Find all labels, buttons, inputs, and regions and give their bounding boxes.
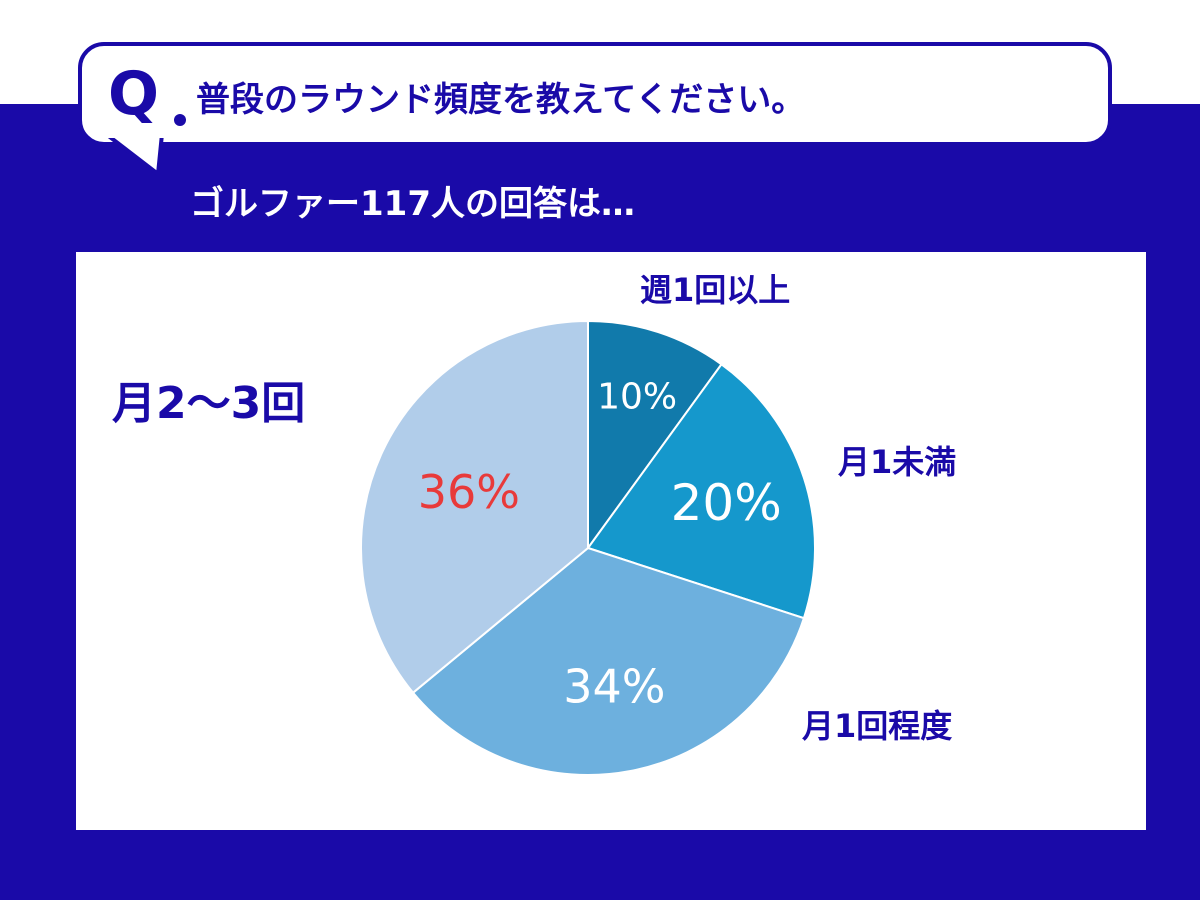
subtitle: ゴルファー117人の回答は… [190,184,635,224]
slice-category-label-4: 月2〜3回 [112,378,306,429]
slice-value-label-2: 20% [671,474,782,532]
slice-category-label-2: 月1未満 [838,443,957,481]
slice-value-label-4: 36% [418,465,520,519]
slice-category-label-1: 週1回以上 [640,271,791,309]
pie-slice-3 [411,546,806,777]
bubble-tail [102,134,166,176]
q-dot [174,114,186,126]
slice-category-label-3: 月1回程度 [802,707,953,745]
slice-value-label-3: 34% [563,659,665,713]
pie-slice-1 [587,319,723,552]
question-text: 普段のラウンド頻度を教えてください。 [196,80,806,120]
q-mark: Q [108,59,160,129]
question-bubble [78,42,1112,146]
pie-slice-4 [360,319,589,695]
pie-slice-2 [586,362,816,620]
slice-value-label-1: 10% [597,376,677,417]
